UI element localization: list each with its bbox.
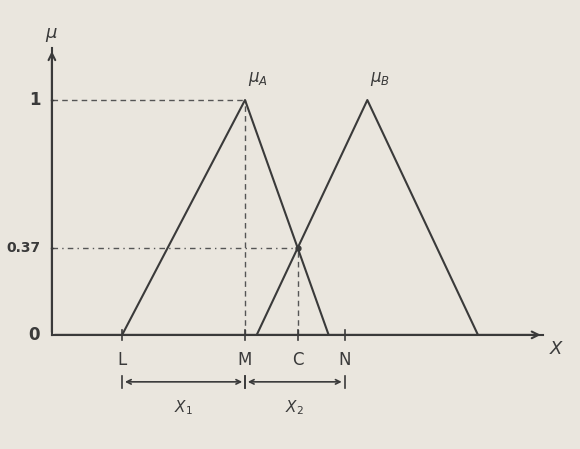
Text: $\mu$: $\mu$	[45, 26, 59, 44]
Text: $\mu_A$: $\mu_A$	[248, 70, 268, 88]
Text: X: X	[549, 339, 561, 357]
Text: L: L	[118, 351, 127, 370]
Text: 0.37: 0.37	[6, 241, 40, 255]
Text: 1: 1	[28, 91, 40, 109]
Text: 0: 0	[28, 326, 40, 344]
Text: $X_2$: $X_2$	[285, 398, 304, 417]
Text: $X_1$: $X_1$	[174, 398, 193, 417]
Text: C: C	[292, 351, 303, 370]
Text: N: N	[338, 351, 351, 370]
Text: M: M	[238, 351, 252, 370]
Text: $\mu_B$: $\mu_B$	[370, 70, 390, 88]
